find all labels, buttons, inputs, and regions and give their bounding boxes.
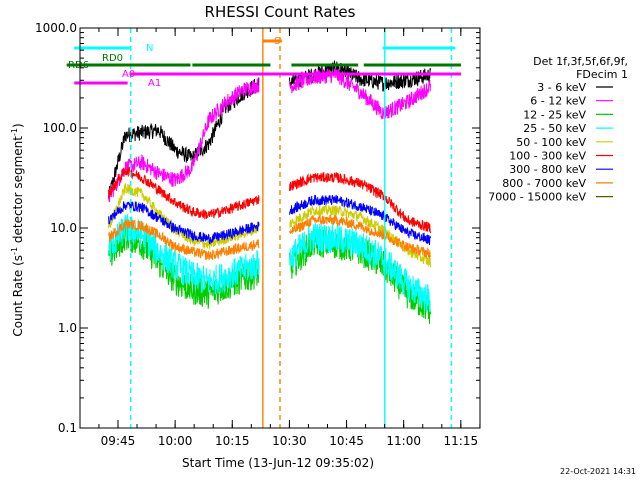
plot-area: RD6 RD0 A0 A1 N S — [66, 28, 461, 428]
y-tick-label: 1000.0 — [35, 21, 77, 35]
series-100-300-kev — [108, 166, 431, 234]
state-label-a1: A1 — [148, 78, 161, 89]
series-800-7000-kev — [108, 214, 431, 261]
x-tick-label: 09:45 — [101, 434, 136, 448]
legend-label: 50 - 100 keV — [516, 136, 586, 149]
x-tick-label: 10:45 — [329, 434, 364, 448]
timestamp: 22-Oct-2021 14:31 — [560, 467, 636, 476]
x-tick-label: 10:00 — [158, 434, 193, 448]
series-trace — [108, 213, 260, 295]
series-trace — [108, 201, 260, 245]
series-300-800-kev — [108, 194, 431, 246]
legend-label: 800 - 7000 keV — [502, 177, 586, 190]
x-tick-label: 10:30 — [272, 434, 307, 448]
y-axis-label: Count Rate (s-1 detector segment-1) — [10, 123, 25, 336]
legend-label: 7000 - 15000 keV — [488, 191, 586, 204]
state-label-rd0: RD0 — [102, 53, 123, 64]
series-trace — [289, 172, 431, 234]
series-trace — [289, 214, 431, 259]
data-region — [108, 60, 431, 324]
legend-header: Det 1f,3f,5f,6f,9f, — [533, 55, 628, 68]
x-tick-label: 11:00 — [386, 434, 421, 448]
y-tick-label: 10.0 — [50, 221, 77, 235]
series-trace — [108, 219, 260, 261]
y-tick-label: 1.0 — [58, 321, 77, 335]
state-label-rd6: RD6 — [68, 60, 89, 71]
x-axis-label: Start Time (13-Jun-12 09:35:02) — [182, 456, 374, 470]
axes: 1000.0 100.0 10.0 1.0 0.1 09:45 10:00 10:15 10:3… — [35, 21, 481, 448]
y-tick-label: 0.1 — [58, 421, 77, 435]
series-trace — [108, 166, 260, 220]
series-trace — [108, 78, 260, 203]
series-6-12-kev — [108, 68, 431, 203]
legend-label: 25 - 50 keV — [523, 122, 586, 135]
legend-label: 6 - 12 keV — [530, 95, 586, 108]
series-trace — [289, 223, 431, 314]
series-25-50-kev — [108, 213, 431, 314]
series-trace — [289, 68, 431, 120]
x-tick-label: 10:15 — [215, 434, 250, 448]
chart-title: RHESSI Count Rates — [205, 3, 356, 21]
y-tick-label: 100.0 — [43, 121, 77, 135]
state-label-a0: A0 — [122, 69, 135, 80]
state-label-n: N — [146, 43, 153, 54]
x-tick-label: 11:15 — [444, 434, 479, 448]
series-trace — [289, 194, 431, 246]
state-label-s: S — [274, 36, 280, 47]
legend-header: FDecim 1 — [576, 68, 628, 81]
legend-label: 12 - 25 keV — [523, 108, 586, 121]
legend-label: 100 - 300 keV — [509, 150, 586, 163]
legend-label: 3 - 6 keV — [537, 81, 586, 94]
legend-label: 300 - 800 keV — [509, 163, 586, 176]
